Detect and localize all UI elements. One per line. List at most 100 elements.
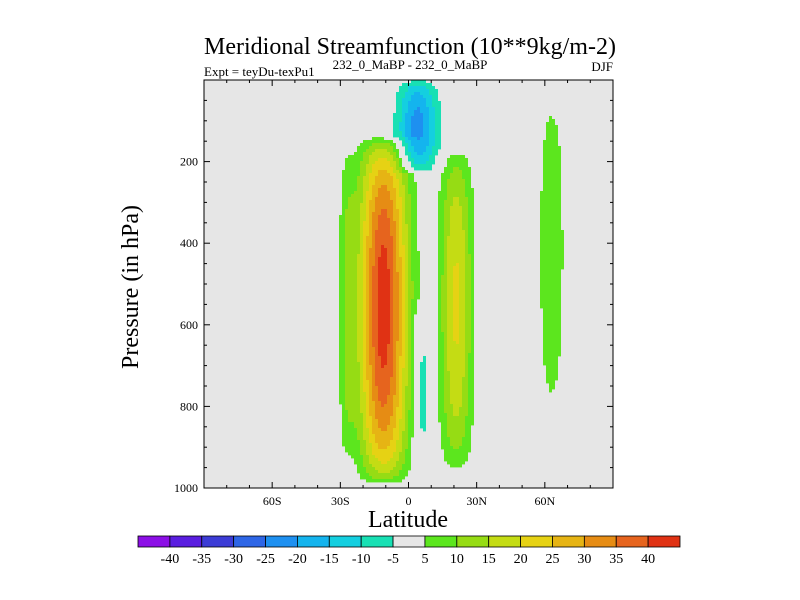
contour-cell (411, 230, 417, 234)
contour-cell (405, 311, 408, 315)
contour-cell (459, 407, 468, 411)
contour-cell (438, 404, 444, 408)
contour-cell (360, 221, 363, 225)
contour-cell (399, 332, 402, 336)
contour-cell (405, 92, 414, 96)
contour-cell (339, 383, 345, 387)
contour-cell (375, 356, 381, 360)
contour-cell (342, 413, 348, 417)
contour-cell (345, 269, 357, 273)
contour-cell (348, 413, 363, 417)
contour-cell (396, 377, 399, 381)
contour-cell (345, 221, 360, 225)
contour-cell (402, 305, 405, 309)
contour-cell (405, 389, 411, 393)
contour-cell (345, 257, 357, 261)
contour-cell (399, 245, 405, 249)
contour-cell (345, 317, 357, 321)
contour-cell (543, 161, 561, 165)
contour-cell (411, 272, 420, 276)
contour-cell (387, 266, 393, 270)
colorbar-swatch (488, 535, 521, 548)
contour-cell (357, 266, 363, 270)
contour-cell (366, 392, 369, 396)
contour-cell (411, 152, 417, 156)
contour-cell (345, 398, 360, 402)
contour-cell (447, 332, 453, 336)
contour-cell (369, 380, 372, 384)
contour-cell (444, 257, 447, 261)
contour-cell (342, 434, 357, 438)
contour-cell (438, 266, 444, 270)
contour-cell (345, 383, 360, 387)
contour-cell (387, 359, 393, 363)
contour-cell (543, 179, 561, 183)
contour-cell (444, 359, 447, 363)
contour-cell (369, 308, 372, 312)
contour-cell (366, 470, 378, 474)
contour-cell (408, 332, 411, 336)
contour-cell (345, 401, 360, 405)
contour-cell (339, 392, 345, 396)
contour-cell (405, 134, 411, 138)
contour-cell (345, 290, 357, 294)
contour-cell (408, 182, 417, 186)
contour-cell (372, 335, 378, 339)
contour-cell (393, 113, 402, 117)
contour-cell (360, 380, 363, 384)
contour-cell (396, 359, 399, 363)
contour-cell (342, 425, 354, 429)
contour-cell (396, 152, 399, 156)
contour-cell (438, 284, 441, 288)
contour-cell (399, 137, 405, 141)
contour-cell (345, 275, 357, 279)
contour-cell (405, 194, 411, 198)
contour-cell (396, 254, 399, 258)
contour-cell (405, 350, 408, 354)
contour-cell (423, 428, 426, 432)
contour-cell (450, 389, 462, 393)
contour-cell (468, 197, 474, 201)
contour-cell (369, 302, 372, 306)
contour-cell (429, 137, 435, 141)
contour-cell (393, 329, 399, 333)
contour-cell (402, 377, 408, 381)
contour-cell (447, 188, 465, 192)
contour-cell (399, 224, 402, 228)
contour-cell (393, 344, 396, 348)
contour-cell (429, 113, 435, 117)
contour-cell (405, 299, 408, 303)
contour-cell (372, 137, 384, 141)
contour-cell (438, 305, 441, 309)
contour-cell (369, 155, 393, 159)
contour-cell (399, 212, 402, 216)
contour-cell (345, 311, 357, 315)
contour-cell (402, 116, 405, 120)
contour-cell (399, 296, 402, 300)
contour-cell (408, 236, 411, 240)
contour-cell (414, 293, 420, 297)
contour-cell (342, 170, 360, 174)
contour-cell (405, 251, 408, 255)
contour-cell (396, 374, 399, 378)
contour-cell (399, 374, 402, 378)
y-tick-label: 1000 (174, 481, 198, 495)
contour-cell (459, 284, 465, 288)
contour-cell (357, 356, 363, 360)
contour-cell (396, 389, 399, 393)
contour-cell (444, 266, 447, 270)
contour-cell (468, 365, 474, 369)
contour-cell (441, 278, 447, 282)
contour-cell (438, 215, 444, 219)
contour-cell (381, 212, 387, 216)
contour-cell (378, 353, 387, 357)
contour-cell (540, 212, 561, 216)
contour-cell (339, 239, 345, 243)
contour-cell (540, 236, 564, 240)
contour-cell (543, 332, 561, 336)
contour-cell (405, 272, 408, 276)
contour-cell (411, 365, 414, 369)
contour-cell (387, 260, 393, 264)
contour-cell (339, 356, 345, 360)
contour-cell (405, 332, 408, 336)
